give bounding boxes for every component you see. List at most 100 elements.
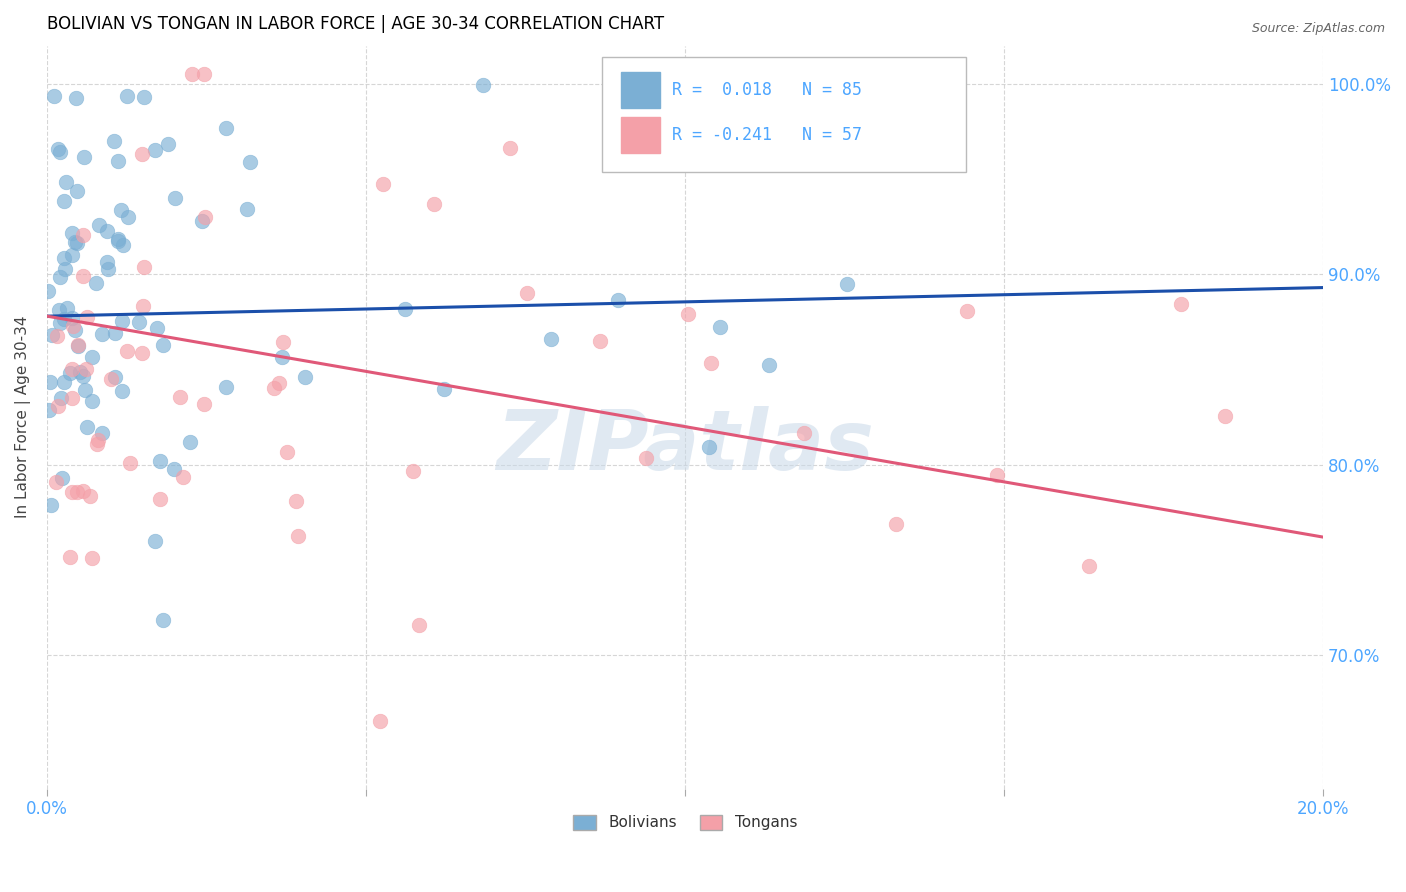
Point — [82, 350, 104, 364]
Point — [75, 362, 97, 376]
Point — [110, 202, 132, 217]
Point — [60, 248, 83, 262]
Point — [60, 311, 83, 326]
Point — [143, 143, 166, 157]
Point — [104, 326, 127, 340]
Text: R = -0.241   N = 57: R = -0.241 N = 57 — [672, 126, 862, 144]
Point — [87, 219, 110, 233]
Point — [100, 372, 122, 386]
Point — [236, 202, 259, 216]
Point — [45, 329, 67, 343]
Point — [53, 251, 76, 265]
Point — [193, 397, 215, 411]
Point — [294, 370, 316, 384]
Point — [607, 293, 630, 307]
Point — [56, 301, 79, 316]
Point — [96, 254, 118, 268]
Point — [60, 392, 83, 406]
Point — [53, 194, 76, 208]
Point — [104, 370, 127, 384]
Point — [62, 227, 84, 241]
Point — [103, 134, 125, 148]
Point — [66, 338, 89, 352]
Point — [697, 440, 720, 454]
Point — [423, 197, 446, 211]
Point — [276, 445, 298, 459]
Point — [115, 89, 138, 103]
Point — [38, 403, 60, 417]
Point — [86, 437, 108, 451]
Point — [111, 384, 134, 398]
Point — [287, 529, 309, 543]
Point — [215, 380, 238, 394]
Point — [82, 393, 104, 408]
Text: ZIPatlas: ZIPatlas — [496, 407, 875, 487]
Point — [163, 462, 186, 476]
Point — [239, 155, 262, 169]
Point — [39, 498, 62, 512]
Point — [793, 425, 815, 440]
FancyBboxPatch shape — [602, 57, 966, 172]
Point — [107, 232, 129, 246]
Point — [394, 302, 416, 317]
Point — [91, 326, 114, 341]
Point — [678, 307, 700, 321]
Point — [134, 260, 156, 274]
Point — [72, 268, 94, 283]
Point — [758, 359, 780, 373]
Point — [835, 277, 858, 291]
Point — [884, 517, 907, 532]
Point — [156, 137, 179, 152]
Point — [66, 184, 89, 198]
Point — [143, 533, 166, 548]
Point — [76, 310, 98, 324]
Point — [986, 468, 1008, 483]
Point — [146, 321, 169, 335]
Point — [1213, 409, 1236, 424]
Point — [72, 369, 94, 384]
Point — [149, 492, 172, 507]
Point — [371, 177, 394, 191]
Point — [117, 344, 139, 359]
Point — [149, 454, 172, 468]
Point — [60, 362, 83, 376]
Point — [48, 302, 70, 317]
Point — [62, 319, 84, 334]
Legend: Bolivians, Tongans: Bolivians, Tongans — [567, 808, 803, 837]
Point — [41, 327, 63, 342]
Point — [180, 67, 202, 81]
Point — [49, 270, 72, 285]
Point — [45, 475, 67, 489]
Point — [96, 225, 118, 239]
Point — [634, 450, 657, 465]
Point — [49, 316, 72, 330]
Point — [540, 332, 562, 346]
Point — [38, 375, 60, 389]
Point — [46, 400, 69, 414]
Point — [709, 320, 731, 334]
Point — [117, 210, 139, 224]
Point — [84, 277, 107, 291]
Point — [72, 484, 94, 499]
Point — [52, 376, 75, 390]
Point — [59, 549, 82, 564]
Point — [49, 145, 72, 159]
Point — [263, 381, 285, 395]
Point — [37, 284, 59, 298]
Point — [163, 190, 186, 204]
Point — [112, 237, 135, 252]
Point — [193, 67, 215, 81]
Point — [499, 141, 522, 155]
Point — [269, 376, 291, 390]
Point — [131, 146, 153, 161]
Point — [53, 261, 76, 276]
Point — [52, 312, 75, 326]
Point — [471, 78, 494, 92]
Point — [955, 304, 977, 318]
Text: R =  0.018   N = 85: R = 0.018 N = 85 — [672, 81, 862, 99]
Point — [75, 384, 97, 398]
Point — [65, 235, 87, 250]
Point — [270, 350, 292, 364]
Point — [87, 433, 110, 447]
Point — [80, 551, 103, 566]
